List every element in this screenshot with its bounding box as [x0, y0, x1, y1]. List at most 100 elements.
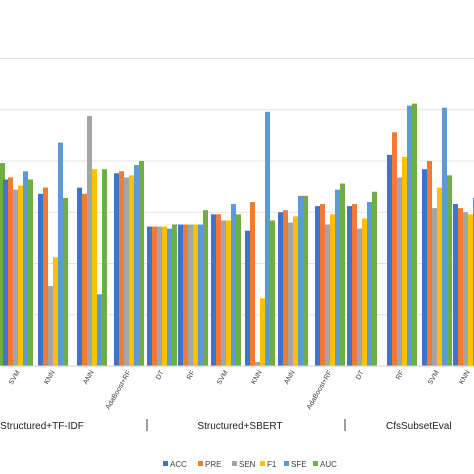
bar-f1-rf	[402, 156, 407, 366]
bar-acc-knn	[245, 230, 250, 366]
legend-label-acc: ACC	[170, 460, 187, 469]
bar-pre-svm	[8, 177, 13, 366]
category-tick-label: RF	[395, 370, 406, 382]
bar-acc-ann	[77, 187, 82, 366]
bar-pre-knn	[458, 208, 463, 366]
bar-f1-dt	[162, 226, 167, 366]
category-tick-label: ANN	[283, 370, 296, 386]
bar-sen-dt	[357, 228, 362, 366]
legend-label-sen: SEN	[239, 460, 256, 469]
bar-sen-ann	[288, 222, 293, 366]
bar-sen-knn	[255, 361, 260, 366]
bar-auc-rf	[412, 103, 417, 366]
bar-pre-svm	[216, 214, 221, 366]
bar-acc-ann	[278, 212, 283, 366]
bar-sen-knn	[48, 286, 53, 366]
bar-pre-knn	[43, 187, 48, 366]
bar-acc-rf	[387, 154, 392, 366]
category-tick-label: AdaBoost+RF	[306, 370, 334, 411]
bar-pre-rf	[183, 224, 188, 366]
category-tick-label: KNN	[43, 370, 56, 386]
bar-partial-auc	[0, 163, 5, 366]
bar-f1-rf	[193, 224, 198, 366]
bar-pre-ann	[283, 210, 288, 366]
bar-f1-adaboost-rf	[129, 175, 134, 366]
bars	[0, 103, 474, 367]
bar-f1-knn	[53, 257, 58, 366]
bar-sen-svm	[221, 220, 226, 366]
bar-acc-adaboost-rf	[114, 173, 119, 366]
bar-f1-knn	[260, 298, 265, 366]
legend-swatch-sfe	[284, 461, 289, 466]
category-tick-label: RF	[186, 370, 197, 382]
bar-f1-knn	[468, 214, 473, 366]
group-label: Structured+TF-IDF	[0, 421, 84, 432]
bar-pre-dt	[352, 204, 357, 366]
category-tick-label: SVM	[8, 369, 22, 386]
bar-sfe-svm	[231, 204, 236, 366]
bar-auc-svm	[236, 214, 241, 366]
bar-sen-rf	[188, 224, 193, 366]
bar-sfe-rf	[407, 105, 412, 367]
bar-f1-adaboost-rf	[330, 214, 335, 366]
legend-label-sfe: SFE	[291, 460, 307, 469]
bar-auc-knn	[270, 220, 275, 366]
category-tick-label: SVM	[427, 369, 441, 386]
bar-auc-dt	[172, 224, 177, 366]
category-tick-label: SVM	[216, 369, 230, 386]
bar-auc-knn	[63, 197, 68, 366]
bar-acc-svm	[3, 179, 8, 366]
bar-sfe-dt	[367, 202, 372, 366]
legend-swatch-sen	[232, 461, 237, 466]
bar-sen-adaboost-rf	[325, 224, 330, 366]
bar-acc-dt	[147, 226, 152, 366]
bar-auc-adaboost-rf	[340, 183, 345, 366]
bar-sen-svm	[432, 208, 437, 366]
bar-pre-knn	[250, 202, 255, 366]
bar-sen-adaboost-rf	[124, 177, 129, 366]
bar-auc-svm	[447, 175, 452, 366]
bar-acc-svm	[422, 169, 427, 366]
legend-label-auc: AUC	[320, 460, 337, 469]
category-tick-label: KNN	[458, 370, 471, 386]
bar-auc-adaboost-rf	[139, 161, 144, 366]
category-tick-label: DT	[355, 369, 366, 381]
bar-f1-svm	[18, 185, 23, 366]
bar-pre-dt	[152, 226, 157, 366]
bar-f1-svm	[437, 187, 442, 366]
legend-swatch-acc	[163, 461, 168, 466]
legend: ACC PRE SEN F1 SFE AUC	[163, 460, 337, 469]
bar-auc-ann	[303, 195, 308, 366]
bar-sfe-svm	[442, 107, 447, 366]
category-tick-label: AdaBoost+RF	[105, 370, 133, 411]
group-label: CfsSubsetEval	[386, 421, 452, 432]
category-tick-label: DT	[155, 369, 166, 381]
legend-label-f1: F1	[267, 460, 277, 469]
bar-sfe-svm	[23, 171, 28, 366]
bar-pre-rf	[392, 132, 397, 366]
bar-acc-svm	[211, 214, 216, 366]
legend-swatch-pre	[198, 461, 203, 466]
bar-f1-ann	[92, 169, 97, 366]
bar-f1-dt	[362, 218, 367, 366]
bar-sfe-knn	[265, 111, 270, 366]
bar-auc-dt	[372, 191, 377, 366]
bar-acc-rf	[178, 224, 183, 366]
bar-auc-svm	[28, 179, 33, 366]
bar-sen-knn	[463, 212, 468, 366]
bar-pre-adaboost-rf	[119, 171, 124, 366]
bar-sen-rf	[397, 177, 402, 366]
bar-sfe-rf	[198, 224, 203, 366]
legend-swatch-f1	[260, 461, 265, 466]
bar-sfe-ann	[97, 294, 102, 366]
bar-acc-dt	[347, 206, 352, 366]
category-tick-label: ANN	[82, 370, 95, 386]
legend-label-pre: PRE	[205, 460, 221, 469]
bar-sfe-adaboost-rf	[134, 165, 139, 366]
group-labels: Structured+TF-IDF Structured+SBERT CfsSubs…	[0, 419, 452, 432]
category-tick-labels: SVM KNN ANN AdaBoost+RF DT RF SVM KNN ANN AdaBoos…	[8, 369, 472, 411]
bar-sfe-ann	[298, 195, 303, 366]
bar-f1-ann	[293, 216, 298, 366]
category-tick-label: KNN	[250, 370, 263, 386]
